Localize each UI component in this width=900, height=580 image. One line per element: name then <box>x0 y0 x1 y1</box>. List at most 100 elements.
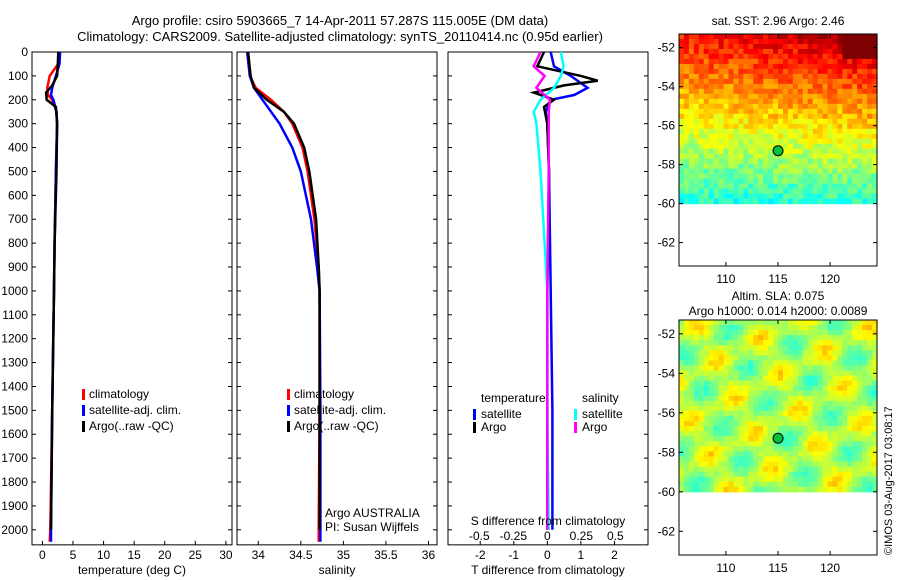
map-cell <box>738 148 744 155</box>
map-cell <box>728 198 735 205</box>
map-cell <box>857 98 863 105</box>
map-cell <box>842 426 848 432</box>
map-cell <box>728 436 735 442</box>
map-cell <box>738 78 744 85</box>
map-cell <box>782 68 789 75</box>
map-cell <box>728 163 735 170</box>
map-cell <box>688 375 695 382</box>
map-cell <box>847 390 853 397</box>
map-cell <box>787 400 794 407</box>
map-cell <box>827 476 834 483</box>
map-cell <box>733 451 739 458</box>
map-cell <box>797 405 804 412</box>
map-cell <box>723 153 730 160</box>
map-cell <box>832 138 838 145</box>
map-cell <box>847 163 853 170</box>
map-cell <box>802 355 809 362</box>
map-cell <box>822 335 829 341</box>
map-cell <box>733 320 739 326</box>
map-cell <box>842 340 848 346</box>
map-cell <box>758 58 764 65</box>
map-cell <box>693 385 700 392</box>
map-cell <box>733 375 739 382</box>
map-cell <box>778 410 784 417</box>
map-cell <box>792 330 799 336</box>
map-cell <box>703 370 710 377</box>
map-cell <box>743 320 749 326</box>
map-cell <box>827 446 834 452</box>
map-cell <box>857 335 863 341</box>
map-cell <box>679 198 685 205</box>
map-cell <box>832 68 838 75</box>
map-cell <box>852 360 858 367</box>
map-cell <box>688 320 695 326</box>
map-cell <box>718 410 725 417</box>
map-cell <box>748 88 754 95</box>
map-cell <box>797 345 804 351</box>
map-cell <box>822 390 829 397</box>
map-cell <box>733 198 739 205</box>
map-cell <box>763 416 769 422</box>
map-cell <box>773 416 779 422</box>
map-cell <box>857 390 863 397</box>
map-cell <box>862 405 868 412</box>
map-cell <box>728 431 735 437</box>
map-cell <box>768 103 774 110</box>
map-cell <box>792 34 799 40</box>
map-cell <box>857 133 863 140</box>
map-cell <box>792 375 799 382</box>
map-cell <box>708 410 715 417</box>
map-cell <box>822 446 829 452</box>
map-cell <box>713 375 720 382</box>
map-cell <box>832 178 838 185</box>
map-cell <box>792 441 799 447</box>
map-cell <box>778 325 784 331</box>
map-cell <box>698 360 705 367</box>
map-cell <box>797 395 804 402</box>
map-cell <box>693 325 700 331</box>
map-cell <box>812 486 819 493</box>
map-cell <box>743 370 749 377</box>
argo-position-marker <box>772 432 784 444</box>
x-tick-label: -2 <box>475 548 486 562</box>
map-cell <box>718 68 725 75</box>
map-cell <box>862 78 868 85</box>
map-cell <box>693 370 700 377</box>
map-cell <box>723 133 730 140</box>
map-cell <box>812 360 819 367</box>
map-cell <box>753 163 759 170</box>
map-cell <box>758 133 764 140</box>
map-cell <box>827 53 834 60</box>
map-cell <box>778 395 784 402</box>
map-cell <box>827 163 834 170</box>
map-cell <box>733 78 739 85</box>
map-cell <box>837 128 843 135</box>
map-cell <box>738 320 744 326</box>
map-cell <box>693 320 700 326</box>
map-cell <box>688 163 695 170</box>
map-cell <box>837 38 843 45</box>
map-cell <box>842 138 848 145</box>
map-cell <box>723 78 730 85</box>
map-cell <box>872 58 878 65</box>
map-cell <box>837 340 843 346</box>
map-cell <box>758 43 764 50</box>
map-cell <box>768 350 774 356</box>
map-cell <box>867 335 873 341</box>
map-cell <box>718 461 725 468</box>
map-cell <box>758 103 764 110</box>
map-cell <box>852 188 858 195</box>
map-cell <box>852 48 858 55</box>
map-cell <box>797 446 804 452</box>
map-cell <box>812 375 819 382</box>
map-cell <box>857 173 863 180</box>
map-cell <box>822 178 829 185</box>
map-cell <box>738 375 744 382</box>
map-cell <box>832 340 838 346</box>
map-cell <box>862 350 868 356</box>
map-cell <box>817 133 824 140</box>
map-cell <box>827 456 834 463</box>
map-cell <box>867 103 873 110</box>
map-cell <box>867 405 873 412</box>
map-cell <box>797 330 804 336</box>
